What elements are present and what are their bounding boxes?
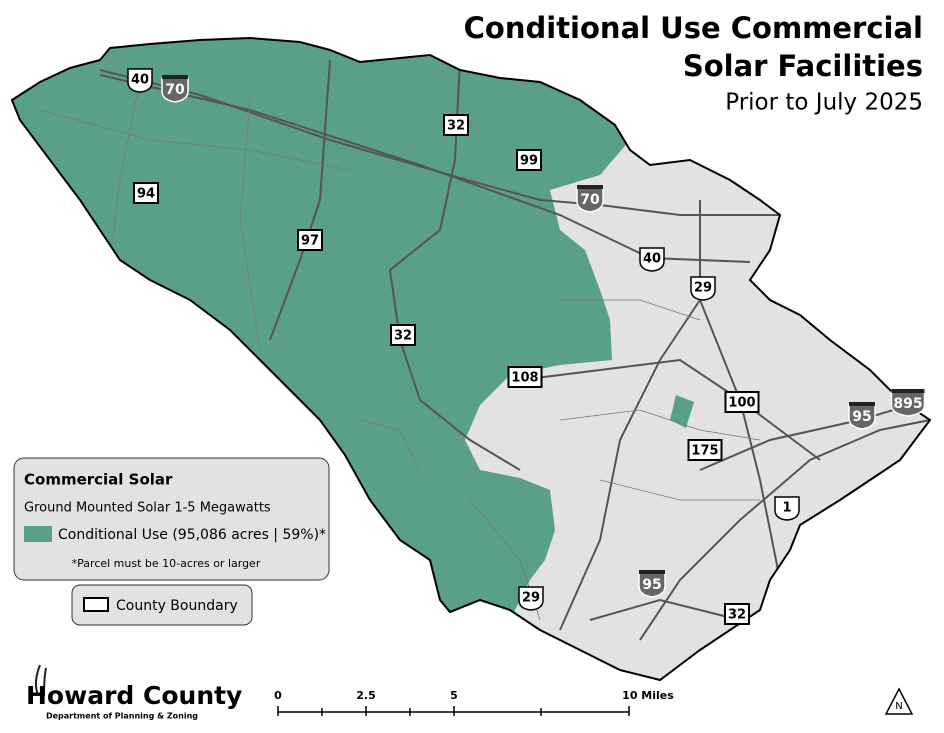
interstate-band [162, 75, 188, 79]
us-shield [127, 68, 153, 93]
scale-bar: 0 2.5 5 10 Miles [274, 689, 674, 716]
shield-label: 1 [782, 501, 791, 516]
legend-label: Conditional Use (95,086 acres | 59%)* [58, 527, 326, 543]
legend-subheading: Ground Mounted Solar 1-5 Megawatts [24, 501, 271, 516]
state-shield [687, 439, 723, 461]
north-arrow: N [884, 687, 914, 715]
shield-label: 32 [447, 119, 465, 134]
north-label: N [895, 701, 902, 712]
shield-label: 32 [728, 608, 746, 623]
shield-label: 108 [511, 371, 538, 386]
shield-label: 70 [580, 192, 600, 208]
boundary-legend-label: County Boundary [116, 598, 238, 614]
us-shield [518, 586, 544, 611]
shield-label: 100 [728, 396, 755, 411]
boundary-legend-box [71, 584, 253, 626]
title-line: Conditional Use Commercial [464, 11, 923, 45]
us-shield [774, 496, 800, 521]
scale-label: 2.5 [356, 689, 376, 702]
title-line: Solar Facilities [683, 49, 923, 83]
shield-label: 32 [394, 329, 412, 344]
state-shield [507, 366, 543, 388]
legend-heading: Commercial Solar [24, 471, 173, 489]
legend-swatch [24, 526, 52, 542]
interstate-shield [576, 187, 604, 213]
shield-label: 29 [694, 281, 712, 296]
boundary-swatch [83, 597, 109, 612]
conditional-use-patch [670, 395, 694, 428]
logo: Howard County Department of Planning & Z… [26, 664, 242, 721]
state-shield [724, 391, 760, 413]
legend-note: *Parcel must be 10-acres or larger [72, 557, 261, 570]
logo-department: Department of Planning & Zoning [46, 712, 198, 721]
shield-label: 95 [642, 577, 661, 593]
shield-label: 175 [691, 444, 718, 459]
scale-label: 10 Miles [622, 689, 674, 702]
us-shield [639, 247, 665, 272]
state-shield [390, 324, 416, 346]
shield-label: 99 [520, 154, 538, 169]
route-shields: 40 70 32 99 94 97 70 40 29 32 108 100 175 95 895 1 95 29 3… [127, 68, 926, 625]
interstate-shield [890, 391, 926, 417]
shield-label: 40 [131, 73, 149, 88]
shield-label: 95 [852, 409, 871, 425]
shield-label: 97 [301, 234, 319, 249]
shield-label: 94 [137, 187, 155, 202]
state-shield [443, 114, 469, 136]
state-shield [133, 182, 159, 204]
shield-label: 40 [643, 252, 661, 267]
scale-label: 0 [274, 689, 282, 702]
shield-label: 895 [893, 396, 922, 412]
interstate-shield [161, 77, 189, 103]
scale-label: 5 [450, 689, 458, 702]
state-shield [297, 229, 323, 251]
interstate-shield [848, 404, 876, 430]
interstate-shield [638, 572, 666, 598]
interstate-band [639, 570, 665, 574]
shield-label: 70 [165, 82, 185, 98]
state-shield [724, 603, 750, 625]
interstate-band [577, 185, 603, 189]
legend-box [13, 457, 330, 581]
subtitle: Prior to July 2025 [725, 90, 923, 116]
us-shield [690, 276, 716, 301]
minor-roads [39, 79, 761, 621]
state-shield [516, 149, 542, 171]
interstate-band [891, 389, 925, 393]
interstate-band [849, 402, 875, 406]
logo-name: Howard County [26, 681, 242, 710]
shield-label: 29 [522, 591, 540, 606]
